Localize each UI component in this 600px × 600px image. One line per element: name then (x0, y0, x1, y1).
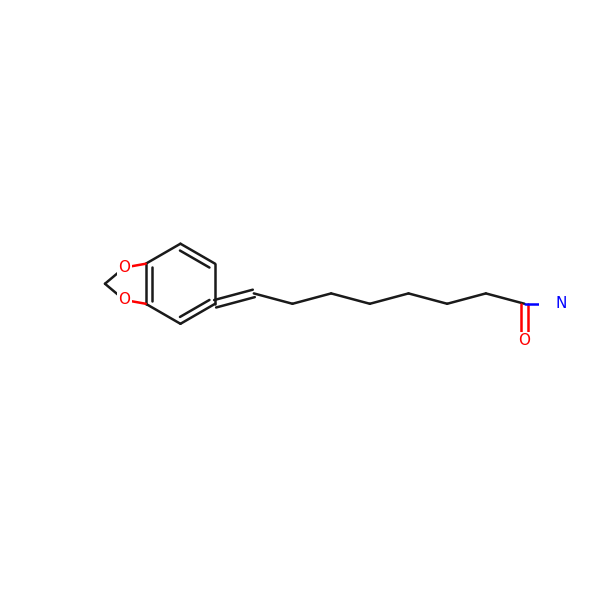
Text: N: N (556, 296, 567, 311)
Text: N: N (556, 296, 567, 311)
Text: O: O (518, 333, 530, 348)
Text: O: O (118, 260, 130, 275)
Text: O: O (118, 292, 130, 307)
Text: O: O (118, 292, 130, 307)
Text: O: O (118, 260, 130, 275)
Text: O: O (518, 333, 530, 348)
